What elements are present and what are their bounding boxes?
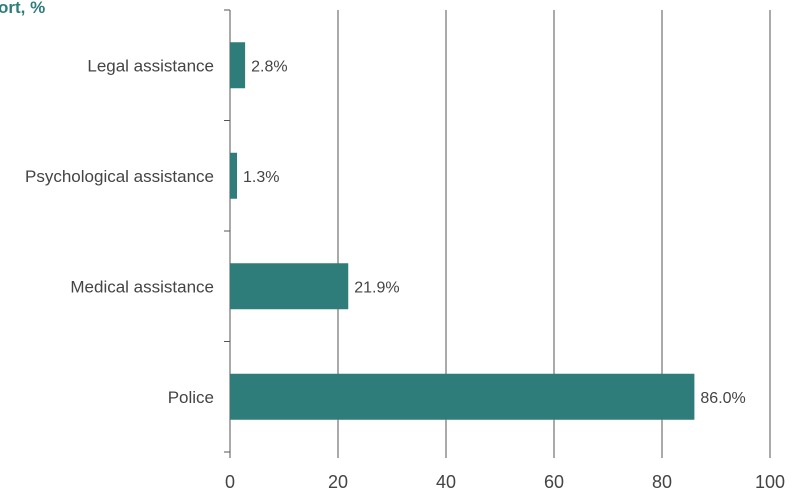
x-tick-label: 0 <box>225 472 235 492</box>
x-tick-label: 40 <box>436 472 456 492</box>
bar <box>230 263 349 310</box>
x-tick-label: 100 <box>755 472 785 492</box>
x-tick-label: 60 <box>544 472 564 492</box>
category-label: Legal assistance <box>87 56 214 75</box>
bar <box>230 42 246 89</box>
category-label: Psychological assistance <box>25 167 214 186</box>
category-label: Medical assistance <box>70 277 214 296</box>
x-tick-label: 80 <box>652 472 672 492</box>
value-label: 2.8% <box>251 58 287 75</box>
value-label: 1.3% <box>243 169 279 186</box>
x-tick-label: 20 <box>328 472 348 492</box>
value-label: 86.0% <box>700 390 745 407</box>
category-label: Police <box>168 388 214 407</box>
chart-title: ort, % <box>0 0 45 17</box>
value-label: 21.9% <box>354 279 399 296</box>
bar <box>230 152 238 199</box>
bar <box>230 373 695 420</box>
